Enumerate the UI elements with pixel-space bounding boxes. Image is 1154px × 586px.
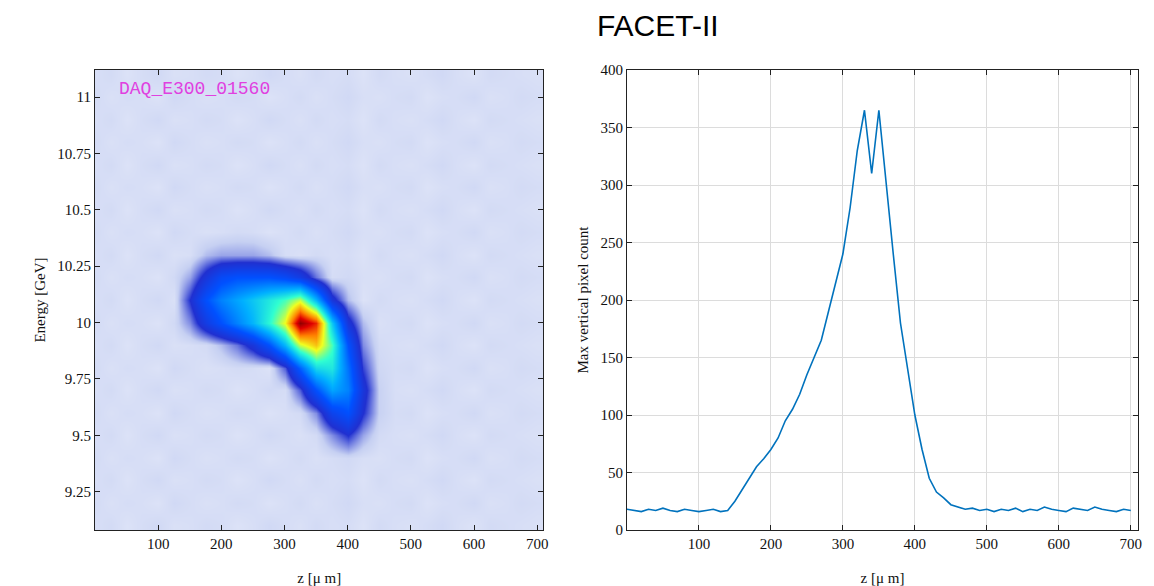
svg-text:z [μ m]: z [μ m] xyxy=(297,570,341,586)
svg-text:9.5: 9.5 xyxy=(72,428,91,444)
svg-text:500: 500 xyxy=(976,536,999,552)
svg-text:50: 50 xyxy=(608,465,623,481)
svg-text:300: 300 xyxy=(600,177,623,193)
svg-text:Max vertical pixel count: Max vertical pixel count xyxy=(575,226,591,374)
svg-text:11: 11 xyxy=(77,89,91,105)
svg-text:400: 400 xyxy=(336,536,359,552)
svg-text:500: 500 xyxy=(400,536,423,552)
svg-text:300: 300 xyxy=(273,536,296,552)
svg-text:400: 400 xyxy=(904,536,927,552)
svg-text:DAQ_E300_01560: DAQ_E300_01560 xyxy=(119,79,270,99)
svg-text:10.75: 10.75 xyxy=(57,146,91,162)
svg-text:z [μ m]: z [μ m] xyxy=(861,570,905,586)
svg-text:0: 0 xyxy=(615,522,623,538)
svg-text:100: 100 xyxy=(600,407,623,423)
svg-text:150: 150 xyxy=(600,350,623,366)
svg-text:9.75: 9.75 xyxy=(65,371,91,387)
svg-text:9.25: 9.25 xyxy=(65,484,91,500)
svg-text:600: 600 xyxy=(1048,536,1071,552)
svg-text:300: 300 xyxy=(832,536,855,552)
svg-text:700: 700 xyxy=(526,536,549,552)
svg-text:100: 100 xyxy=(688,536,711,552)
svg-text:350: 350 xyxy=(600,120,623,136)
svg-text:700: 700 xyxy=(1120,536,1143,552)
svg-text:Energy [GeV]: Energy [GeV] xyxy=(32,257,48,342)
svg-text:200: 200 xyxy=(210,536,233,552)
svg-text:10.5: 10.5 xyxy=(65,202,91,218)
svg-text:FACET-II: FACET-II xyxy=(597,9,719,42)
svg-text:600: 600 xyxy=(463,536,486,552)
svg-text:250: 250 xyxy=(600,235,623,251)
svg-text:400: 400 xyxy=(600,62,623,78)
svg-text:100: 100 xyxy=(147,536,170,552)
svg-text:10.25: 10.25 xyxy=(57,258,91,274)
svg-text:10: 10 xyxy=(76,315,91,331)
svg-text:200: 200 xyxy=(600,292,623,308)
svg-text:200: 200 xyxy=(760,536,783,552)
